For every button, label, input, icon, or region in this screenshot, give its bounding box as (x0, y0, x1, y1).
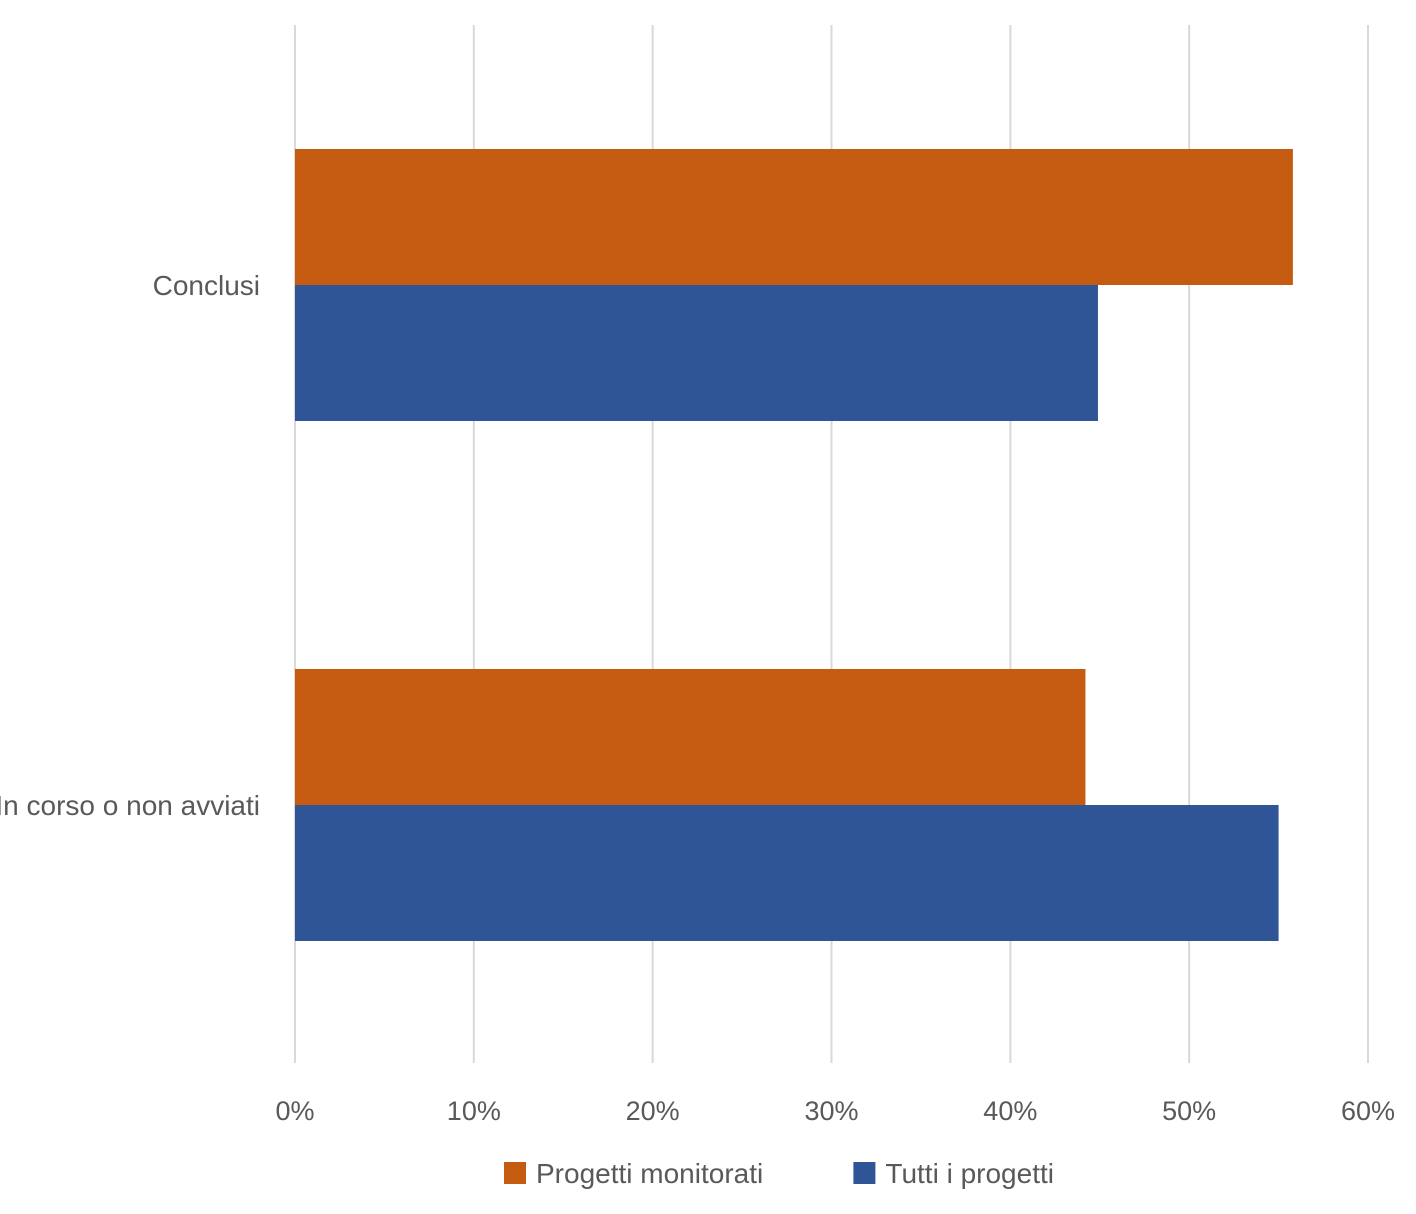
x-tick-label-0: 0% (275, 1096, 314, 1126)
x-tick-label-50: 50% (1162, 1096, 1216, 1126)
legend-label-0: Progetti monitorati (536, 1158, 763, 1189)
legend: Progetti monitorati Tutti i progetti (504, 1158, 1054, 1189)
bar-tutti-i-progetti-0 (295, 285, 1098, 421)
bar-progetti-monitorati-1 (295, 669, 1086, 805)
legend-swatch-1 (853, 1162, 876, 1184)
x-tick-label-30: 30% (804, 1096, 858, 1126)
bar-tutti-i-progetti-1 (295, 805, 1279, 941)
x-axis-tick-labels: 0% 10% 20% 30% 40% 50% 60% (275, 1096, 1395, 1126)
category-label-0: Conclusi (153, 270, 260, 301)
bar-progetti-monitorati-0 (295, 149, 1293, 285)
x-tick-label-60: 60% (1341, 1096, 1395, 1126)
legend-swatch-0 (504, 1162, 526, 1184)
category-label-1: In corso o non avviati (0, 790, 260, 821)
x-tick-label-10: 10% (447, 1096, 501, 1126)
bars (295, 149, 1293, 941)
category-labels: Conclusi In corso o non avviati (0, 270, 260, 821)
legend-label-1: Tutti i progetti (885, 1158, 1054, 1189)
x-tick-label-40: 40% (983, 1096, 1037, 1126)
x-tick-label-20: 20% (626, 1096, 680, 1126)
